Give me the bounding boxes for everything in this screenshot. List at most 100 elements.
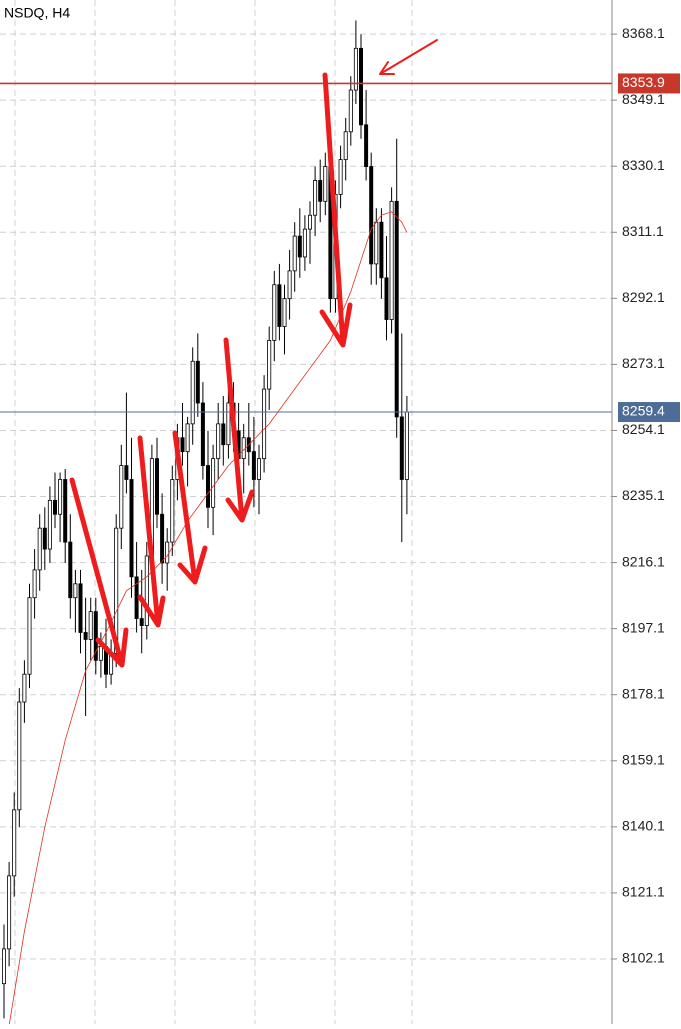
price-label-box	[618, 73, 680, 94]
candle-body	[129, 479, 134, 578]
candle-body	[394, 200, 399, 418]
chart-title: NSDQ, H4	[4, 5, 70, 21]
y-tick-label: 8273.1	[622, 355, 665, 371]
candle-body	[338, 159, 343, 195]
y-tick-label: 8121.1	[622, 884, 665, 900]
candle-body	[98, 645, 103, 661]
candle-body	[58, 479, 63, 515]
candle-body	[389, 200, 394, 320]
arrow	[319, 72, 353, 348]
candle-body	[256, 458, 261, 480]
candle-body	[180, 437, 185, 453]
candle-body	[139, 618, 144, 626]
candle-body	[63, 479, 68, 543]
candle-body	[205, 465, 210, 508]
candle-body	[226, 402, 231, 446]
candle-body	[267, 340, 272, 390]
candle-body	[384, 277, 389, 320]
candle-body	[221, 423, 226, 446]
price-label: 8259.4	[622, 403, 665, 419]
candles	[2, 20, 409, 1019]
candle-body	[12, 809, 17, 877]
moving-average	[8, 211, 408, 1026]
candle-body	[292, 235, 297, 272]
arrow	[137, 435, 166, 628]
arrow	[69, 477, 129, 668]
candle-body	[323, 166, 328, 202]
candle-body	[53, 499, 58, 515]
candle-body	[287, 270, 292, 300]
candle-body	[68, 541, 73, 599]
candle-body	[73, 583, 78, 599]
candle-body	[37, 527, 42, 571]
candle-body	[42, 527, 47, 550]
candle-body	[297, 235, 302, 258]
arrow	[172, 430, 208, 585]
candle-body	[83, 632, 88, 640]
candle-body	[114, 527, 119, 654]
candle-body	[277, 284, 282, 327]
candle-body	[78, 583, 83, 633]
y-tick-label: 8178.1	[622, 685, 665, 701]
candle-body	[165, 541, 170, 564]
annotations	[69, 39, 438, 668]
candle-body	[17, 701, 22, 811]
candle-body	[185, 423, 190, 453]
candle-body	[343, 131, 348, 160]
y-tick-label: 8349.1	[622, 91, 665, 107]
grid: 8368.1 8349.1 8330.1 8311.1 8292.1 8273.1 8254…	[0, 25, 665, 966]
candle-body	[22, 673, 27, 703]
candle-body	[216, 423, 221, 460]
y-tick-label: 8292.1	[622, 289, 665, 305]
y-tick-label: 8311.1	[622, 223, 664, 239]
candle-body	[211, 458, 216, 508]
candle-body	[32, 569, 37, 599]
candle-body	[241, 437, 246, 460]
y-tick-label: 8159.1	[622, 751, 665, 767]
y-tick-label: 8140.1	[622, 818, 665, 834]
candle-body	[404, 411, 409, 480]
arrow	[223, 337, 255, 523]
y-tick-label: 8330.1	[622, 157, 665, 173]
candle-body	[7, 875, 12, 950]
candle-body	[358, 47, 363, 126]
price-label-box	[618, 402, 680, 423]
candle-body	[318, 180, 323, 202]
candle-body	[251, 451, 256, 480]
candle-body	[144, 555, 149, 626]
candle-body	[307, 214, 312, 230]
candle-body	[374, 221, 379, 265]
candle-body	[170, 479, 175, 543]
candle-body	[27, 597, 32, 675]
candle-body	[353, 47, 358, 91]
candle-body	[348, 89, 353, 133]
candle-body	[282, 298, 287, 327]
arrow	[379, 39, 438, 75]
candle-body	[93, 611, 98, 661]
y-tick-label: 8254.1	[622, 421, 665, 437]
candle-body	[119, 465, 124, 529]
candle-body	[124, 465, 129, 480]
y-tick-label: 8235.1	[622, 487, 665, 503]
candle-body	[272, 284, 277, 341]
candle-body	[160, 513, 165, 564]
candle-body	[364, 124, 369, 167]
candle-body	[379, 221, 384, 279]
candle-body	[313, 180, 318, 216]
y-tick-label: 8368.1	[622, 25, 665, 41]
price-label: 8353.9	[622, 74, 665, 90]
candle-body	[47, 499, 52, 550]
candle-body	[195, 360, 200, 404]
candle-body	[399, 416, 404, 480]
candle-body	[262, 388, 267, 460]
candle-body	[200, 402, 205, 466]
candle-body	[154, 458, 159, 515]
y-tick-label: 8216.1	[622, 553, 665, 569]
candle-body	[2, 948, 7, 985]
y-tick-label: 8102.1	[622, 950, 665, 966]
overlay: 8353.9 8259.4	[0, 73, 680, 1026]
candle-body	[302, 228, 307, 258]
candle-body	[88, 611, 93, 640]
candle-body	[190, 360, 195, 425]
